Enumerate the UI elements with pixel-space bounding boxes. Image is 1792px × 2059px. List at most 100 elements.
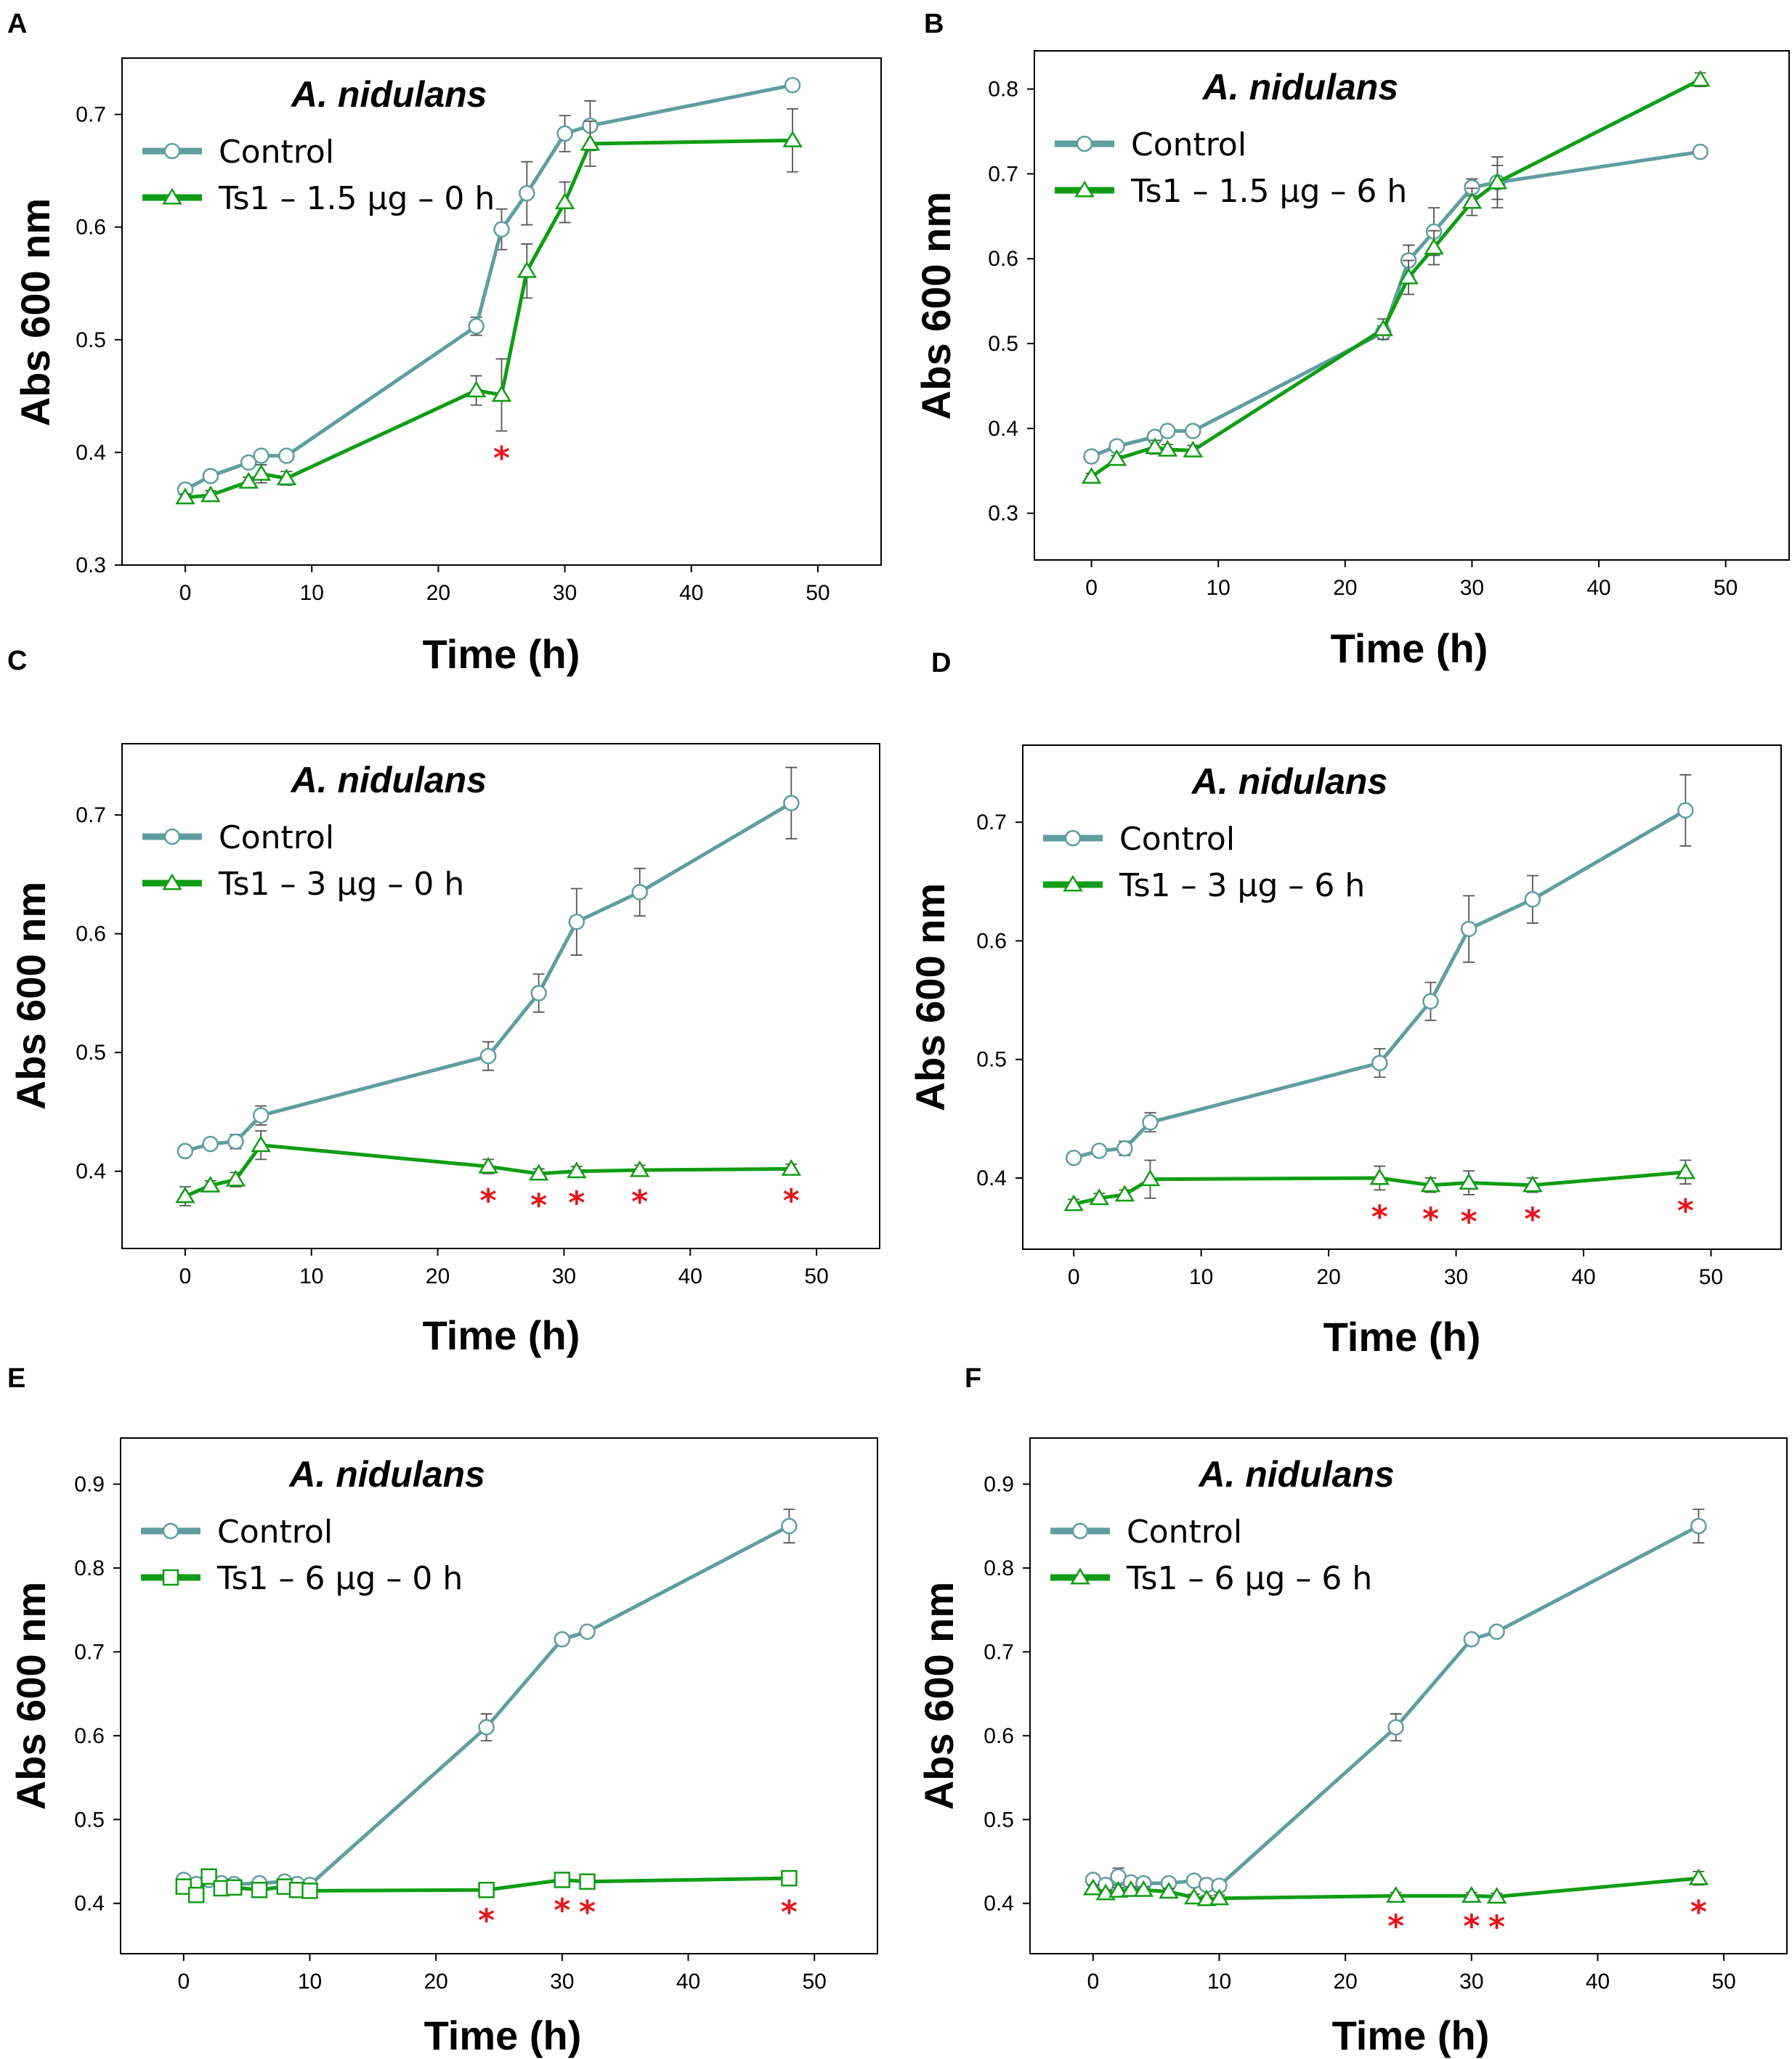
panel-f-plot-frame	[1029, 1437, 1788, 1954]
panel-a-xtick-label: 20	[426, 581, 450, 605]
data-point	[479, 1047, 497, 1065]
panel-c-letter: C	[7, 646, 27, 676]
data-point	[1063, 1194, 1084, 1211]
data-point	[251, 463, 272, 481]
panel-a-xtick-label: 10	[300, 581, 324, 605]
panel-c-ytick-label: 0.5	[76, 1041, 106, 1065]
panel-c-significance-marker: *	[631, 1184, 648, 1221]
data-point	[528, 1163, 549, 1181]
panel-b-legend-label: Ts1 – 1.5 µg – 6 h	[1130, 173, 1407, 210]
panel-b-series-treatment	[1081, 70, 1711, 484]
panel-c-series-treatment	[175, 1130, 802, 1207]
panel-e-xtick-label: 0	[177, 1970, 190, 1994]
data-point	[1373, 319, 1393, 336]
data-point	[240, 454, 257, 471]
panel-d-significance-marker: *	[1461, 1203, 1477, 1240]
data-point	[516, 261, 538, 278]
panel-d-ytick-label: 0.7	[976, 811, 1007, 834]
panel-e-significance-marker: *	[781, 1893, 798, 1930]
panel-f-ytick-label: 0.5	[984, 1808, 1014, 1832]
data-point	[1121, 1880, 1141, 1897]
panel-c-xtick-label: 0	[179, 1264, 192, 1288]
panel-d-significance-marker: *	[1524, 1201, 1541, 1238]
data-point	[1688, 1868, 1709, 1885]
data-point	[784, 76, 801, 94]
data-point	[1081, 467, 1102, 484]
panel-e-y-axis-label: Abs 600 nm	[8, 1582, 54, 1810]
data-point	[1692, 143, 1709, 161]
data-point	[491, 385, 512, 402]
data-point	[1524, 891, 1541, 908]
panel-e-ytick-label: 0.7	[74, 1640, 105, 1664]
panel-e: E 0.4 0.5 0.6 0.7 0.8 0.9 0 10 20 30 40 50 Time (h) Ab…	[7, 1363, 878, 2058]
panel-d-letter: D	[931, 648, 951, 678]
panel-d-y-axis-label: Abs 600 nm	[907, 883, 953, 1111]
panel-b-xtick-label: 0	[1085, 576, 1098, 600]
panel-d-ytick-label: 0.5	[976, 1048, 1007, 1072]
panel-a-ytick-label: 0.3	[76, 553, 106, 577]
data-point	[1690, 1517, 1707, 1535]
panel-c-significance-marker: *	[783, 1182, 800, 1219]
panel-d-significance-marker: *	[1422, 1201, 1439, 1238]
data-point	[478, 1719, 495, 1736]
panel-f-ytick-label: 0.4	[984, 1892, 1014, 1916]
panel-e-legend-label: Control	[217, 1514, 333, 1551]
data-point	[478, 1156, 498, 1174]
data-point	[200, 485, 221, 503]
data-point	[1460, 920, 1477, 938]
panel-f-series-control	[1084, 1508, 1707, 1894]
panel-f-significance-marker: *	[1690, 1893, 1707, 1930]
panel-f-ytick-label: 0.6	[984, 1724, 1014, 1748]
panel-c-legend-label: Ts1 – 3 µg – 0 h	[218, 866, 464, 903]
data-point	[1065, 1150, 1082, 1166]
data-point	[276, 468, 297, 486]
panel-b-ytick-label: 0.5	[988, 332, 1018, 356]
data-point	[278, 447, 295, 464]
panel-d-legend-marker	[1064, 829, 1082, 847]
panel-f-legend-marker	[1070, 1567, 1090, 1585]
panel-a-chart-title: A. nidulans	[290, 74, 487, 115]
panel-e-xtick-label: 30	[550, 1970, 574, 1994]
panel-e-legend-label: Ts1 – 6 µg – 0 h	[216, 1560, 463, 1597]
panel-c-xtick-label: 10	[299, 1264, 323, 1288]
panel-d-significance-marker: *	[1371, 1198, 1388, 1235]
panel-a-significance-marker: *	[493, 439, 510, 476]
data-point	[781, 1159, 802, 1176]
panel-f-ytick-label: 0.7	[984, 1640, 1014, 1664]
data-point	[782, 130, 803, 147]
panel-c-significance-marker: *	[480, 1182, 497, 1219]
panel-b-xtick-label: 20	[1333, 576, 1357, 600]
panel-d-xtick-label: 50	[1699, 1265, 1723, 1289]
data-point	[1371, 1055, 1388, 1071]
panel-d-series-treatment	[1063, 1159, 1696, 1211]
data-point	[1083, 1878, 1103, 1896]
data-point	[468, 317, 485, 335]
data-point	[1089, 1188, 1110, 1206]
data-point	[1463, 1630, 1480, 1648]
data-point	[175, 487, 195, 505]
data-point	[567, 1161, 587, 1179]
data-point	[1196, 1889, 1217, 1906]
data-point	[1690, 70, 1711, 87]
panel-d-plot-frame	[1022, 744, 1782, 1250]
data-point	[629, 1160, 650, 1177]
panel-b-letter: B	[924, 9, 944, 39]
panel-e-xtick-label: 50	[802, 1970, 826, 1994]
panel-c-y-axis-label: Abs 600 nm	[8, 882, 54, 1110]
panel-b-ytick-label: 0.8	[988, 78, 1018, 102]
panel-d-significance-marker: *	[1677, 1193, 1694, 1230]
data-point	[568, 914, 585, 930]
panel-a-legend-label: Control	[219, 134, 334, 171]
panel-b-y-axis-label: Abs 600 nm	[913, 192, 959, 420]
panel-f: F 0.4 0.5 0.6 0.7 0.8 0.9 0 10 20 30 40 50 Time (h) Ab…	[916, 1363, 1788, 2058]
data-point	[1209, 1888, 1230, 1906]
data-point	[519, 184, 535, 202]
panel-d-xtick-label: 40	[1571, 1265, 1595, 1289]
data-point	[1083, 448, 1100, 465]
panel-e-significance-marker: *	[478, 1902, 495, 1939]
panel-a-xtick-label: 30	[553, 581, 577, 605]
data-point	[1133, 1880, 1154, 1897]
data-point	[251, 1135, 271, 1153]
panel-f-y-axis-label: Abs 600 nm	[916, 1582, 962, 1810]
panel-f-xtick-label: 50	[1711, 1970, 1735, 1994]
